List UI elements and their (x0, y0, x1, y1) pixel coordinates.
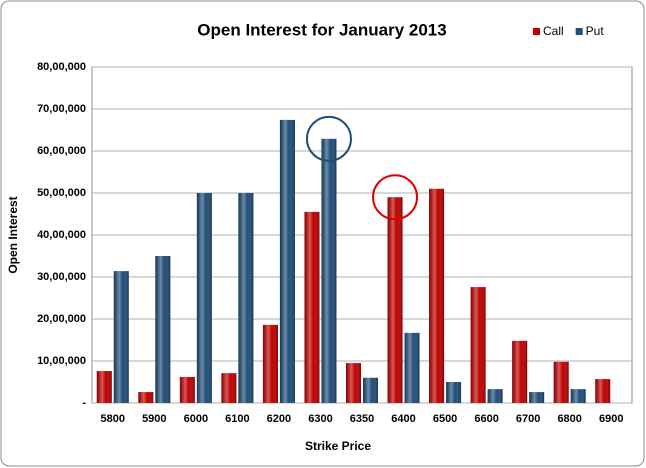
y-axis-label: Open Interest (6, 196, 20, 273)
highlight-circle (305, 115, 352, 162)
x-tick-label: 6300 (308, 413, 332, 425)
chart-title: Open Interest for January 2013 (197, 20, 446, 39)
bar-shine (155, 256, 171, 403)
bar-shine (96, 371, 112, 403)
bar-shine (404, 332, 420, 403)
x-tick-label: 6500 (433, 413, 457, 425)
y-tick-label: 50,00,000 (37, 187, 86, 199)
bar-shine (321, 138, 337, 403)
x-tick-label: 6400 (391, 413, 415, 425)
bar-shine (304, 211, 320, 403)
bar-shine (221, 373, 237, 403)
x-tick-label: 6800 (557, 413, 581, 425)
x-tick-label: 6600 (474, 413, 498, 425)
legend-label: Call (543, 24, 564, 38)
y-tick-label: 80,00,000 (37, 61, 86, 73)
y-tick-label: 60,00,000 (37, 145, 86, 157)
legend-swatch (575, 28, 583, 35)
bar-shine (529, 392, 545, 403)
y-tick-label: - (82, 397, 86, 409)
y-tick-label: 10,00,000 (37, 355, 86, 367)
bar-shine (138, 392, 154, 403)
y-tick-label: 40,00,000 (37, 229, 86, 241)
bar-shine (346, 363, 361, 403)
bar-shine (570, 389, 586, 403)
x-tick-label: 5900 (142, 413, 166, 425)
x-tick-label: 6000 (184, 413, 208, 425)
y-tick-label: 20,00,000 (37, 313, 86, 325)
x-tick-label: 6350 (350, 413, 374, 425)
highlight-circle (372, 174, 419, 221)
y-tick-label: 70,00,000 (37, 103, 86, 115)
bar-shine (363, 377, 378, 403)
bar-shine (238, 193, 254, 403)
bar-shine (487, 389, 503, 403)
x-tick-label: 6700 (516, 413, 540, 425)
x-tick-label: 6900 (599, 413, 623, 425)
legend-swatch (533, 28, 540, 35)
bar-shine (387, 197, 403, 403)
y-tick-label: 30,00,000 (37, 271, 86, 283)
x-tick-label: 5800 (101, 413, 125, 425)
x-axis-label: Strike Price (305, 439, 371, 453)
bar-shine (446, 382, 462, 403)
bar-shine (113, 271, 129, 403)
bar-shine (512, 340, 528, 403)
bar-shine (279, 119, 295, 404)
bar-shine (196, 193, 212, 403)
x-tick-label: 6100 (225, 413, 249, 425)
bar-shine (595, 379, 611, 403)
bar-shine (262, 324, 278, 403)
bar-shine (179, 376, 195, 403)
bar-shine (553, 361, 569, 403)
legend-label: Put (586, 24, 605, 38)
bar-shine (470, 287, 486, 403)
x-tick-label: 6200 (267, 413, 291, 425)
bar-shine (429, 188, 445, 403)
